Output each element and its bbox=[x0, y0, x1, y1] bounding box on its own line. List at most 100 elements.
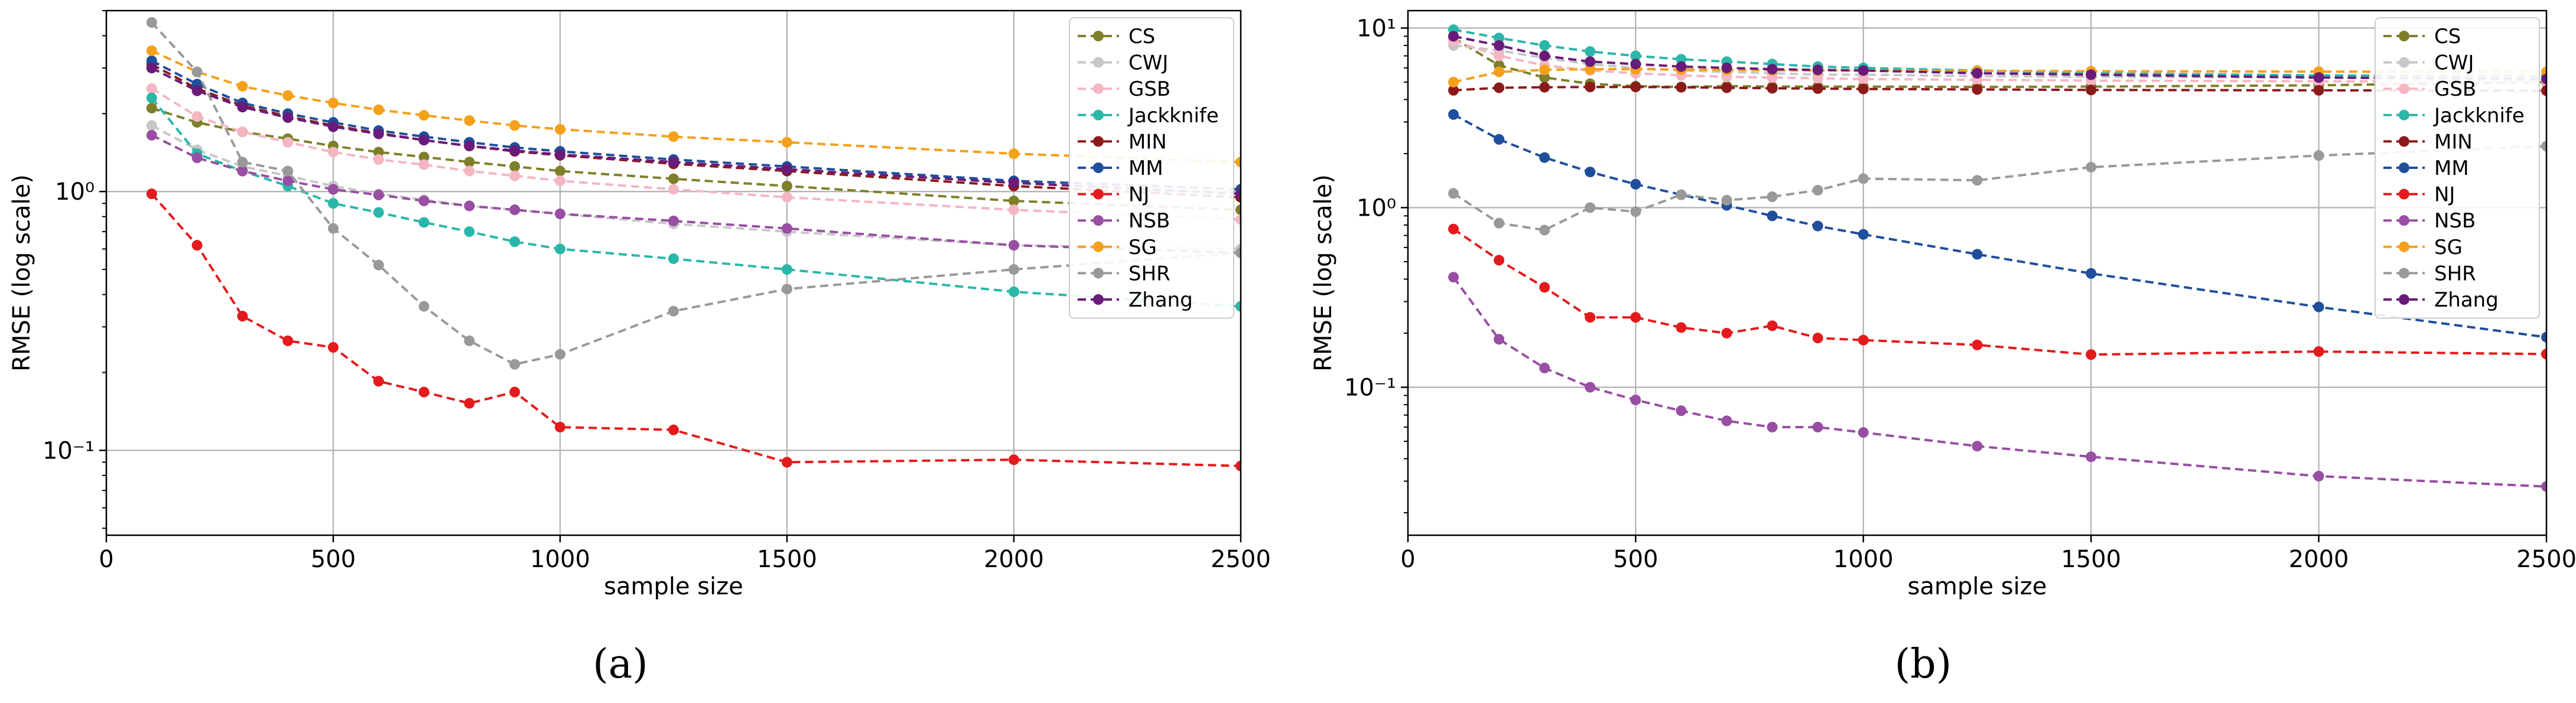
data-point-b-shr-7 bbox=[1767, 191, 1778, 203]
legend-box-b bbox=[2375, 17, 2540, 319]
data-point-b-mm-3 bbox=[1585, 167, 1596, 178]
series-line-b-cs bbox=[1453, 37, 2546, 89]
data-point-b-shr-10 bbox=[1972, 175, 1983, 186]
data-point-a-nsb-11 bbox=[782, 223, 792, 234]
data-point-b-sg-3 bbox=[1585, 64, 1596, 75]
data-point-b-nsb-8 bbox=[1812, 421, 1823, 432]
data-point-a-cs-8 bbox=[509, 161, 521, 172]
data-point-a-gsb-1 bbox=[191, 111, 203, 122]
x-tick-label-a-4: 2000 bbox=[984, 546, 1044, 573]
legend-marker-a-jackknife bbox=[1093, 109, 1104, 121]
data-point-a-zhang-6 bbox=[418, 135, 430, 146]
data-point-a-shr-5 bbox=[373, 259, 384, 271]
data-point-a-zhang-11 bbox=[782, 164, 792, 175]
x-tick-label-b-5: 2500 bbox=[2516, 546, 2576, 573]
data-point-a-gsb-7 bbox=[464, 165, 475, 177]
data-point-a-sg-3 bbox=[282, 90, 294, 101]
legend-marker-a-mm bbox=[1093, 162, 1104, 173]
data-point-a-nj-13 bbox=[1235, 460, 1241, 471]
data-point-b-nj-5 bbox=[1676, 322, 1687, 333]
data-point-b-nsb-3 bbox=[1585, 382, 1596, 393]
data-point-a-nj-6 bbox=[418, 386, 430, 398]
data-point-a-gsb-11 bbox=[782, 191, 792, 203]
x-tick-label-b-2: 1000 bbox=[1833, 546, 1894, 573]
data-point-b-nsb-13 bbox=[2541, 481, 2546, 492]
x-tick-label-a-3: 1500 bbox=[757, 546, 817, 573]
data-point-b-nsb-6 bbox=[1721, 415, 1732, 427]
chart-panel-a: 0 500 1000 1500 2000 2500 10⁻¹ 10⁰ sample size RM… bbox=[8, 9, 1271, 600]
data-point-a-gsb-0 bbox=[146, 83, 157, 94]
y-axis-label-b: RMSE (log scale) bbox=[1310, 174, 1337, 372]
data-point-b-nj-9 bbox=[1858, 334, 1869, 346]
data-point-a-jackknife-13 bbox=[1235, 301, 1241, 312]
data-point-b-nj-3 bbox=[1585, 312, 1596, 323]
data-point-b-min-13 bbox=[2541, 85, 2546, 96]
x-tick-label-a-0: 0 bbox=[99, 546, 113, 573]
data-point-a-nsb-8 bbox=[509, 204, 521, 216]
series-line-b-gsb bbox=[1453, 40, 2546, 83]
data-point-b-min-8 bbox=[1812, 83, 1823, 94]
data-point-a-cs-12 bbox=[1009, 196, 1019, 207]
data-point-b-zhang-1 bbox=[1494, 40, 1505, 51]
data-point-a-zhang-12 bbox=[1009, 177, 1019, 188]
data-point-b-gsb-1 bbox=[1494, 50, 1505, 61]
data-point-a-sg-4 bbox=[328, 97, 339, 109]
data-point-a-sg-12 bbox=[1009, 148, 1019, 160]
legend-marker-b-nsb bbox=[2399, 215, 2409, 226]
legend-marker-b-nj bbox=[2399, 188, 2409, 200]
data-point-a-jackknife-12 bbox=[1009, 286, 1019, 297]
legend-marker-a-nj bbox=[1093, 188, 1104, 200]
data-point-b-min-7 bbox=[1767, 83, 1778, 94]
y-tick-label-a-0: 10⁻¹ bbox=[43, 437, 95, 464]
data-point-a-gsb-12 bbox=[1009, 204, 1019, 216]
data-point-b-gsb-8 bbox=[1812, 73, 1823, 84]
data-point-b-nj-10 bbox=[1972, 339, 1983, 350]
data-point-a-sg-0 bbox=[146, 45, 157, 56]
data-point-b-shr-4 bbox=[1630, 206, 1641, 217]
data-point-b-jackknife-4 bbox=[1630, 50, 1641, 61]
series-line-b-shr bbox=[1453, 145, 2546, 232]
data-point-b-nj-0 bbox=[1448, 223, 1459, 235]
data-point-a-zhang-8 bbox=[509, 145, 521, 156]
x-tick-label-b-1: 500 bbox=[1613, 546, 1658, 573]
data-point-b-shr-8 bbox=[1812, 185, 1823, 196]
data-point-a-nj-2 bbox=[237, 311, 248, 322]
data-point-b-shr-3 bbox=[1585, 202, 1596, 213]
series-line-a-min bbox=[151, 63, 1241, 198]
legend-label-b-cwj: CWJ bbox=[2434, 51, 2474, 75]
data-point-a-nsb-3 bbox=[282, 175, 294, 187]
data-point-b-nj-11 bbox=[2086, 349, 2097, 360]
data-point-a-cs-13 bbox=[1235, 204, 1241, 216]
legend-label-a-nsb: NSB bbox=[1128, 209, 1170, 233]
data-point-b-zhang-11 bbox=[2086, 69, 2097, 80]
y-tick-label-a-1: 10⁰ bbox=[55, 178, 95, 206]
data-point-a-shr-2 bbox=[237, 157, 248, 168]
data-point-b-zhang-10 bbox=[1972, 68, 1983, 79]
data-point-b-mm-0 bbox=[1448, 109, 1459, 120]
data-point-a-jackknife-10 bbox=[668, 253, 679, 264]
data-point-b-cs-2 bbox=[1539, 72, 1550, 83]
data-point-b-sg-0 bbox=[1448, 76, 1459, 87]
data-point-a-nsb-12 bbox=[1009, 240, 1019, 251]
series-group-b bbox=[1448, 24, 2546, 492]
legend-label-a-cs: CS bbox=[1128, 25, 1155, 48]
legend-label-b-nj: NJ bbox=[2434, 183, 2455, 207]
legend-marker-b-min bbox=[2399, 136, 2409, 147]
data-point-b-mm-4 bbox=[1630, 178, 1641, 190]
legend-label-a-mm: MM bbox=[1128, 157, 1163, 180]
data-point-b-nsb-5 bbox=[1676, 405, 1687, 416]
data-point-b-nsb-12 bbox=[2313, 470, 2324, 481]
x-tick-label-a-5: 2500 bbox=[1211, 546, 1271, 573]
data-point-a-zhang-4 bbox=[328, 121, 339, 132]
data-point-a-gsb-4 bbox=[328, 147, 339, 158]
data-point-a-nsb-2 bbox=[237, 165, 248, 177]
series-line-b-mm bbox=[1453, 113, 2546, 339]
data-point-a-nj-11 bbox=[782, 457, 792, 468]
data-point-a-zhang-5 bbox=[373, 128, 384, 139]
data-point-a-nsb-0 bbox=[146, 129, 157, 141]
data-point-b-gsb-7 bbox=[1767, 72, 1778, 83]
legend-label-b-zhang: Zhang bbox=[2434, 288, 2499, 312]
data-point-b-shr-12 bbox=[2313, 150, 2324, 161]
